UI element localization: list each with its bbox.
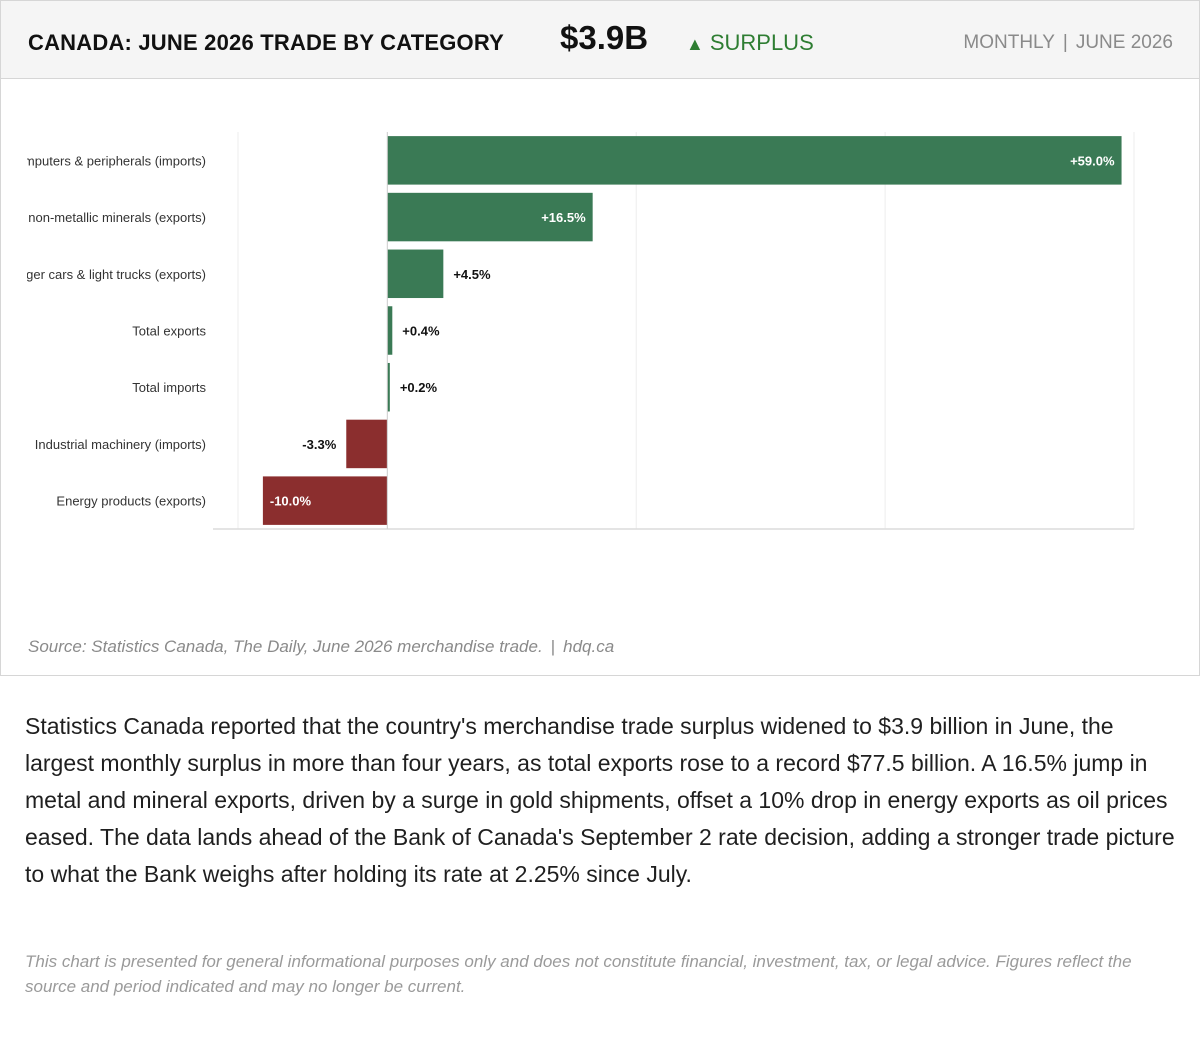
data-label: +0.2% [400,380,438,395]
category-label: Passenger cars & light trucks (exports) [1,267,206,282]
status-badge: ▲ SURPLUS [686,30,814,56]
bar [346,419,388,469]
source-text: Source: Statistics Canada, The Daily, Ju… [28,637,543,656]
source-note: Source: Statistics Canada, The Daily, Ju… [28,637,614,657]
source-site: hdq.ca [563,637,615,656]
bar [262,476,388,525]
category-label: Energy products (exports) [56,494,206,509]
source-separator: | [550,637,556,656]
category-label: Computers & peripherals (imports) [7,153,206,168]
status-label: SURPLUS [709,30,814,55]
article-paragraph: Statistics Canada reported that the coun… [25,713,1175,887]
frequency-label: MONTHLY [963,32,1055,53]
data-label: +4.5% [453,267,491,282]
up-arrow-icon: ▲ [686,34,704,54]
category-label: Industrial machinery (imports) [35,437,206,452]
bar [387,249,444,299]
category-label: Metal & non-metallic minerals (exports) [1,210,206,225]
period-info: MONTHLY | JUNE 2026 [963,32,1173,54]
headline-value: $3.9B [560,19,649,56]
disclaimer: This chart is presented for general info… [25,952,1132,996]
period-separator: | [1062,32,1068,53]
data-label: +16.5% [541,210,586,225]
bar [387,306,393,355]
period-label: JUNE 2026 [1075,32,1173,53]
chart-card: CANADA: JUNE 2026 TRADE BY CATEGORY $3.9… [0,0,1200,676]
category-label: Total exports [132,324,206,339]
category-label: Total imports [132,380,206,395]
data-label: -10.0% [270,494,312,509]
data-label: -3.3% [302,437,336,452]
bar [387,136,1122,185]
data-label: +0.4% [402,324,440,339]
chart-header: CANADA: JUNE 2026 TRADE BY CATEGORY $3.9… [1,1,1199,79]
bar-chart: Computers & peripherals (imports) +59.0% M… [1,132,1135,530]
chart-title: CANADA: JUNE 2026 TRADE BY CATEGORY [28,30,505,55]
data-label: +59.0% [1070,153,1115,168]
bar [387,192,593,242]
bar [387,362,390,412]
